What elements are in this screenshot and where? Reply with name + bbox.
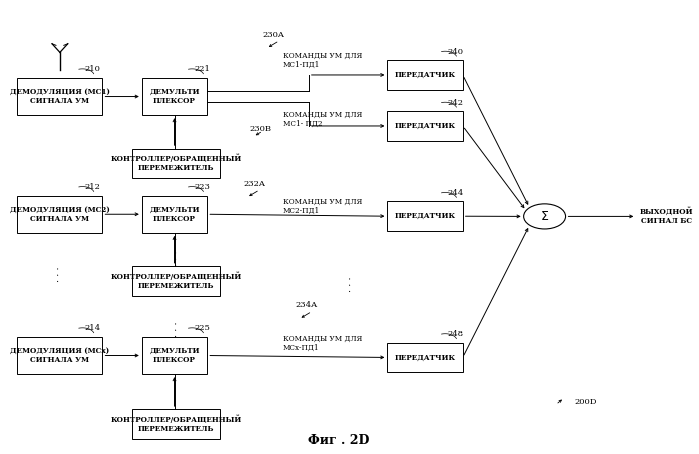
Text: 223: 223 [194,183,210,191]
Text: 248: 248 [447,330,463,338]
Text: ДЕМОДУЛЯЦИЯ (МС2)
СИГНАЛА УМ: ДЕМОДУЛЯЦИЯ (МС2) СИГНАЛА УМ [10,206,110,223]
Text: · · ·: · · · [173,251,182,266]
FancyBboxPatch shape [387,343,463,372]
Text: ДЕМОДУЛЯЦИЯ (МСx)
СИГНАЛА УМ: ДЕМОДУЛЯЦИЯ (МСx) СИГНАЛА УМ [10,347,110,364]
Text: 221: 221 [194,65,210,73]
Text: ДЕМУЛЬТИ
ПЛЕКСОР: ДЕМУЛЬТИ ПЛЕКСОР [150,88,200,105]
FancyBboxPatch shape [142,78,208,115]
Text: $\Sigma$: $\Sigma$ [540,210,549,223]
FancyBboxPatch shape [132,266,220,296]
FancyBboxPatch shape [17,196,103,233]
Text: 242: 242 [447,99,463,107]
Text: 200D: 200D [574,398,596,405]
Text: КОМАНДЫ УМ ДЛЯ
МС2-ПД1: КОМАНДЫ УМ ДЛЯ МС2-ПД1 [282,198,362,215]
FancyBboxPatch shape [142,196,208,233]
Text: 234A: 234A [296,301,318,309]
Text: 210: 210 [85,65,101,73]
FancyBboxPatch shape [17,78,103,115]
Text: 230B: 230B [250,125,272,133]
Text: КОНТРОЛЛЕР/ОБРАЩЕННЫЙ
ПЕРЕМЕЖИТЕЛЬ: КОНТРОЛЛЕР/ОБРАЩЕННЫЙ ПЕРЕМЕЖИТЕЛЬ [110,415,242,433]
FancyBboxPatch shape [387,60,463,90]
Text: Фиг . 2D: Фиг . 2D [308,434,369,447]
Text: ПЕРЕДАТЧИК: ПЕРЕДАТЧИК [394,71,456,79]
Text: 232A: 232A [243,180,265,188]
FancyBboxPatch shape [387,111,463,141]
FancyBboxPatch shape [132,410,220,439]
Text: · · ·: · · · [347,276,356,292]
Text: ДЕМУЛЬТИ
ПЛЕКСОР: ДЕМУЛЬТИ ПЛЕКСОР [150,206,200,223]
Text: ПЕРЕДАТЧИК: ПЕРЕДАТЧИК [394,212,456,220]
Text: КОНТРОЛЛЕР/ОБРАЩЕННЫЙ
ПЕРЕМЕЖИТЕЛЬ: КОНТРОЛЛЕР/ОБРАЩЕННЫЙ ПЕРЕМЕЖИТЕЛЬ [110,272,242,290]
Text: ДЕМОДУЛЯЦИЯ (МС1)
СИГНАЛА УМ: ДЕМОДУЛЯЦИЯ (МС1) СИГНАЛА УМ [10,88,110,105]
FancyBboxPatch shape [17,337,103,374]
Text: 212: 212 [85,183,101,191]
Text: 230A: 230A [263,31,284,39]
Text: ДЕМУЛЬТИ
ПЛЕКСОР: ДЕМУЛЬТИ ПЛЕКСОР [150,347,200,364]
Text: · · ·: · · · [55,266,64,282]
Text: КОМАНДЫ УМ ДЛЯ
МС1- ПД2: КОМАНДЫ УМ ДЛЯ МС1- ПД2 [282,110,362,128]
FancyBboxPatch shape [142,337,208,374]
Text: 244: 244 [447,189,463,197]
FancyBboxPatch shape [387,202,463,231]
Text: 225: 225 [194,324,210,332]
Text: 214: 214 [85,324,101,332]
Text: КОНТРОЛЛЕР/ОБРАЩЕННЫЙ
ПЕРЕМЕЖИТЕЛЬ: КОНТРОЛЛЕР/ОБРАЩЕННЫЙ ПЕРЕМЕЖИТЕЛЬ [110,154,242,172]
Text: ВЫХОДНОЙ
СИГНАЛ БС: ВЫХОДНОЙ СИГНАЛ БС [640,207,693,225]
FancyBboxPatch shape [132,148,220,178]
Text: КОМАНДЫ УМ ДЛЯ
МСx-ПД1: КОМАНДЫ УМ ДЛЯ МСx-ПД1 [282,335,362,352]
Text: ПЕРЕДАТЧИК: ПЕРЕДАТЧИК [394,122,456,130]
Text: 240: 240 [447,48,463,55]
Text: ПЕРЕДАТЧИК: ПЕРЕДАТЧИК [394,354,456,361]
Text: · · ·: · · · [173,321,182,337]
Text: КОМАНДЫ УМ ДЛЯ
МС1-ПД1: КОМАНДЫ УМ ДЛЯ МС1-ПД1 [282,52,362,69]
